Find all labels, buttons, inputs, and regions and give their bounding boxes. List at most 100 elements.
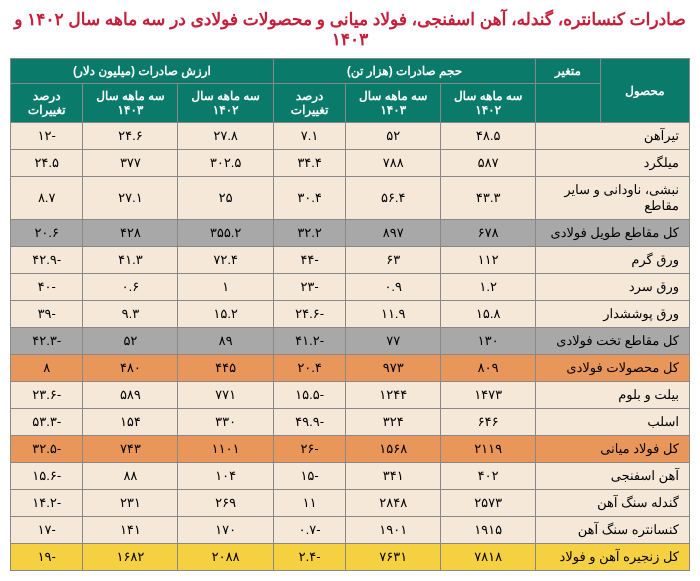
cell-vol-change: -۱۵.۵ <box>273 382 345 409</box>
table-row: بیلت و بلوم۱۴۷۳۱۲۴۴-۱۵.۵۷۷۱۵۸۹-۲۳.۶ <box>11 382 690 409</box>
cell-vol-change: ۳۴.۴ <box>273 150 345 177</box>
cell-vol-1402: ۲۱۱۹ <box>441 436 536 463</box>
table-row: اسلب۶۴۶۳۲۴-۴۹.۹۳۳۰۱۵۴-۵۳.۳ <box>11 409 690 436</box>
table-row: نبشی، ناودانی و سایر مقاطع۴۳.۳۵۶.۴۳۰.۴۲۵… <box>11 177 690 220</box>
cell-vol-1402: ۱۳۰ <box>441 328 536 355</box>
cell-vol-change: -۲۳ <box>273 274 345 301</box>
col-spacer <box>536 84 601 123</box>
cell-vol-1403: ۱۵۶۸ <box>346 436 441 463</box>
cell-product: ورق پوششدار <box>536 301 690 328</box>
cell-val-1402: ۲۷.۸ <box>178 123 274 150</box>
cell-product: کنسانتره سنگ آهن <box>536 517 690 544</box>
cell-val-1403: ۴۱.۳ <box>83 247 178 274</box>
cell-product: نبشی، ناودانی و سایر مقاطع <box>536 177 690 220</box>
cell-val-1403: ۷۴۳ <box>83 436 178 463</box>
cell-vol-1403: ۷۶۳۱ <box>346 544 441 571</box>
cell-val-change: ۲۰.۶ <box>11 220 83 247</box>
col-val-1403: سه ماهه سال ۱۴۰۳ <box>83 84 178 123</box>
cell-val-1403: ۲۷.۱ <box>83 177 178 220</box>
cell-val-1403: ۵۸۹ <box>83 382 178 409</box>
table-row: گندله سنگ آهن۲۵۷۳۲۸۴۸۱۱۲۶۹۲۳۱-۱۴.۲ <box>11 490 690 517</box>
col-val-change: درصد تغییرات <box>11 84 83 123</box>
cell-val-change: -۱۵.۶ <box>11 463 83 490</box>
cell-val-change: -۴۲.۹ <box>11 247 83 274</box>
cell-val-1403: ۵۲ <box>83 328 178 355</box>
cell-vol-1403: ۱۹۰۱ <box>346 517 441 544</box>
cell-val-change: -۱۲ <box>11 123 83 150</box>
table-row: کل فولاد میانی۲۱۱۹۱۵۶۸-۲۶۱۱۰۱۷۴۳-۳۲.۵ <box>11 436 690 463</box>
cell-val-1403: ۴۸۰ <box>83 355 178 382</box>
cell-vol-1402: ۱۱۲ <box>441 247 536 274</box>
cell-product: میلگرد <box>536 150 690 177</box>
col-volume-group: حجم صادرات (هزار تن) <box>273 59 535 84</box>
cell-vol-change: -۲۴.۶ <box>273 301 345 328</box>
cell-val-change: -۲۳.۶ <box>11 382 83 409</box>
cell-val-1402: ۱۷۰ <box>178 517 274 544</box>
cell-val-1402: ۴۴۵ <box>178 355 274 382</box>
cell-vol-1402: ۸۰۹ <box>441 355 536 382</box>
cell-val-1403: ۲۴.۶ <box>83 123 178 150</box>
cell-val-change: -۳۹ <box>11 301 83 328</box>
cell-vol-1403: ۹۷۳ <box>346 355 441 382</box>
col-vol-1402: سه ماهه سال ۱۴۰۲ <box>441 84 536 123</box>
cell-vol-1403: ۷۸۸ <box>346 150 441 177</box>
cell-vol-1402: ۷۸۱۸ <box>441 544 536 571</box>
cell-product: کل مقاطع طویل فولادی <box>536 220 690 247</box>
table-row: کنسانتره سنگ آهن۱۹۱۵۱۹۰۱-۰.۷۱۷۰۱۴۱-۱۷ <box>11 517 690 544</box>
cell-vol-1402: ۲۵۷۳ <box>441 490 536 517</box>
cell-val-change: -۵۳.۳ <box>11 409 83 436</box>
cell-vol-1402: ۴۸.۵ <box>441 123 536 150</box>
cell-vol-change: -۴۱.۲ <box>273 328 345 355</box>
cell-val-1402: ۳۳۰ <box>178 409 274 436</box>
table-row: کل مقاطع تخت فولادی۱۳۰۷۷-۴۱.۲۸۹۵۲-۴۲.۳ <box>11 328 690 355</box>
table-row: آهن اسفنجی۴۰۲۳۴۱-۱۵۱۰۴۸۸-۱۵.۶ <box>11 463 690 490</box>
cell-vol-1403: ۸۹۷ <box>346 220 441 247</box>
cell-vol-change: -۱۵ <box>273 463 345 490</box>
page-title: صادرات کنسانتره، گندله، آهن اسفنجی، فولا… <box>10 10 690 50</box>
col-vol-1403: سه ماهه سال ۱۴۰۳ <box>346 84 441 123</box>
cell-product: تیرآهن <box>536 123 690 150</box>
cell-val-change: ۸ <box>11 355 83 382</box>
cell-val-1402: ۱۵.۲ <box>178 301 274 328</box>
cell-vol-1402: ۶۴۶ <box>441 409 536 436</box>
col-value-group: ارزش صادرات (میلیون دلار) <box>11 59 274 84</box>
cell-vol-change: ۱۱ <box>273 490 345 517</box>
cell-val-change: -۳۲.۵ <box>11 436 83 463</box>
cell-vol-1403: ۱۱.۹ <box>346 301 441 328</box>
cell-val-change: -۴۰ <box>11 274 83 301</box>
cell-product: آهن اسفنجی <box>536 463 690 490</box>
cell-vol-1402: ۵۸۷ <box>441 150 536 177</box>
cell-vol-1403: ۳۴۱ <box>346 463 441 490</box>
cell-vol-1403: ۰.۹ <box>346 274 441 301</box>
col-product: محصول <box>600 59 689 123</box>
table-row: میلگرد۵۸۷۷۸۸۳۴.۴۳۰۲.۵۳۷۷۲۴.۵ <box>11 150 690 177</box>
cell-vol-1402: ۱۵.۸ <box>441 301 536 328</box>
cell-val-1403: ۱۶۸۲ <box>83 544 178 571</box>
cell-val-change: ۲۴.۵ <box>11 150 83 177</box>
cell-vol-1403: ۷۷ <box>346 328 441 355</box>
cell-product: اسلب <box>536 409 690 436</box>
cell-val-1403: ۸۸ <box>83 463 178 490</box>
cell-val-1403: ۹.۳ <box>83 301 178 328</box>
cell-val-1402: ۱۱۰۱ <box>178 436 274 463</box>
cell-val-1402: ۱ <box>178 274 274 301</box>
cell-vol-change: -۴۹.۹ <box>273 409 345 436</box>
table-row: تیرآهن۴۸.۵۵۲۷.۱۲۷.۸۲۴.۶-۱۲ <box>11 123 690 150</box>
cell-vol-change: -۴۴ <box>273 247 345 274</box>
cell-vol-change: ۳۰.۴ <box>273 177 345 220</box>
cell-val-change: -۴۲.۳ <box>11 328 83 355</box>
cell-product: کل فولاد میانی <box>536 436 690 463</box>
cell-val-1402: ۳۵۵.۲ <box>178 220 274 247</box>
cell-vol-1403: ۳۲۴ <box>346 409 441 436</box>
cell-val-1403: ۱۵۴ <box>83 409 178 436</box>
cell-vol-1403: ۱۲۴۴ <box>346 382 441 409</box>
cell-val-1402: ۷۲.۴ <box>178 247 274 274</box>
cell-val-change: ۸.۷ <box>11 177 83 220</box>
cell-vol-1403: ۲۸۴۸ <box>346 490 441 517</box>
cell-product: ورق گرم <box>536 247 690 274</box>
col-variable: متغیر <box>536 59 601 84</box>
cell-vol-change: ۲۰.۴ <box>273 355 345 382</box>
cell-product: کل محصولات فولادی <box>536 355 690 382</box>
cell-val-1403: ۱۴۱ <box>83 517 178 544</box>
cell-vol-1402: ۴۳.۳ <box>441 177 536 220</box>
